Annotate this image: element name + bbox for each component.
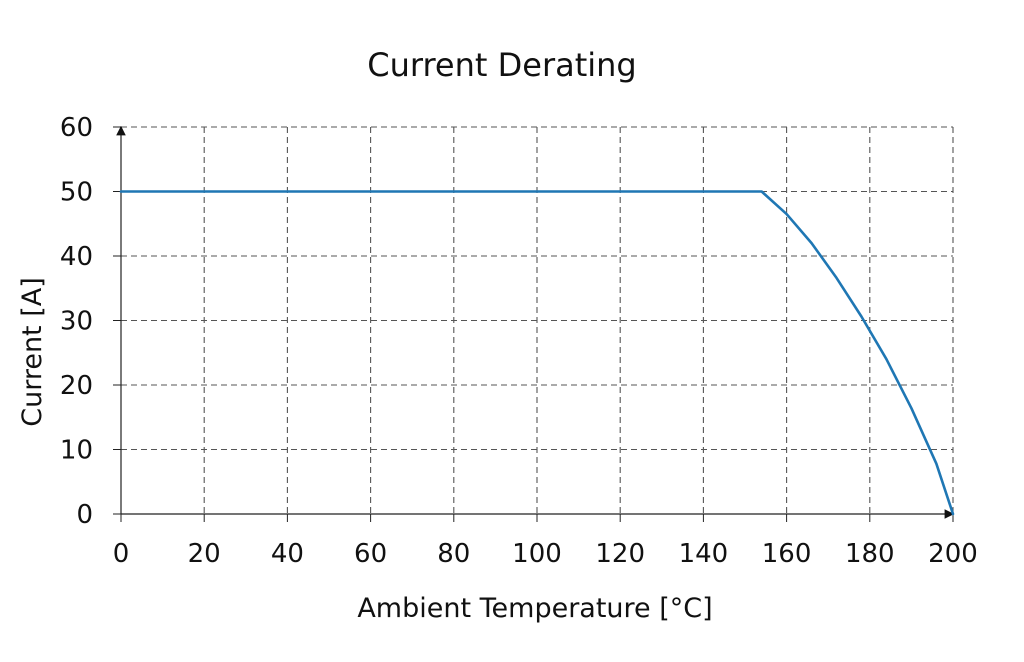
x-tick-label: 0: [113, 539, 130, 569]
x-tick-label: 40: [271, 539, 304, 569]
y-tick-label: 0: [76, 500, 93, 530]
x-tick-label: 200: [928, 539, 978, 569]
x-tick-label: 180: [845, 539, 895, 569]
series-layer: [119, 190, 955, 516]
y-tick-label: 50: [60, 178, 93, 208]
y-tick-label: 60: [60, 113, 93, 143]
x-tick-label: 120: [595, 539, 645, 569]
y-tick-label: 30: [60, 307, 93, 337]
x-tick-label: 100: [512, 539, 562, 569]
x-tick-label: 140: [679, 539, 729, 569]
x-axis-label: Ambient Temperature [°C]: [357, 593, 712, 624]
series-line-0: [119, 190, 955, 516]
tick-layer: 0 20 40 60 80 100 120 140 160 180 200 0 10 20 30 40 50 60: [60, 113, 978, 569]
x-tick-label: 20: [188, 539, 221, 569]
x-tick-label: 80: [437, 539, 470, 569]
grid-layer: [121, 126, 954, 514]
x-tick-label: 160: [762, 539, 812, 569]
y-tick-label: 20: [60, 371, 93, 401]
x-tick-label: 60: [354, 539, 387, 569]
y-tick-label: 40: [60, 242, 93, 272]
chart-title: Current Derating: [367, 46, 636, 84]
y-tick-label: 10: [60, 436, 93, 466]
axis-layer: [113, 125, 955, 522]
y-axis-label: Current [A]: [17, 277, 48, 427]
